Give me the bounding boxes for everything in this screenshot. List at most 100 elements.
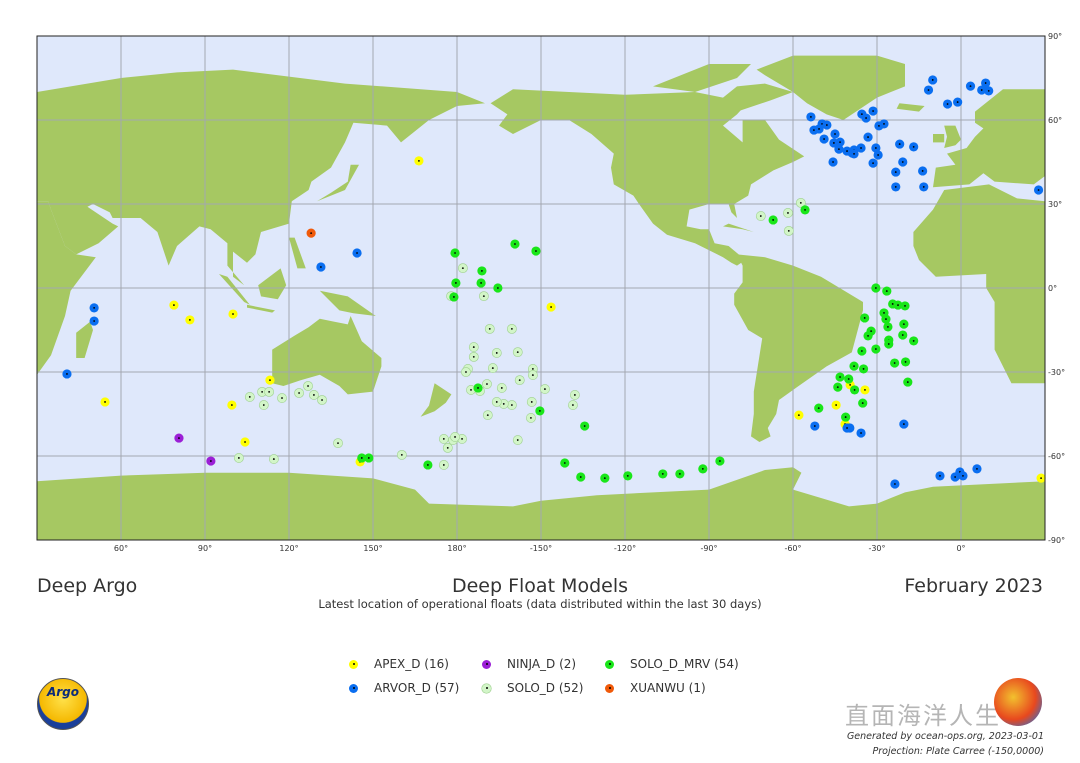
float-marker-center bbox=[269, 379, 271, 382]
float-marker-center bbox=[878, 124, 880, 127]
lon-label: 150° bbox=[363, 544, 382, 553]
float-marker-center bbox=[853, 152, 855, 155]
lat-label: -60° bbox=[1048, 452, 1065, 461]
float-marker-center bbox=[902, 323, 905, 326]
lon-label: 60° bbox=[114, 544, 128, 553]
float-marker-center bbox=[835, 404, 838, 406]
float-marker-center bbox=[1040, 477, 1042, 480]
float-marker-center bbox=[491, 367, 494, 369]
float-marker-center bbox=[860, 113, 863, 116]
float-marker-center bbox=[544, 388, 546, 390]
float-marker-center bbox=[906, 381, 909, 383]
float-marker-center bbox=[244, 441, 246, 443]
left-title: Deep Argo bbox=[37, 575, 138, 597]
float-marker-center bbox=[661, 473, 664, 475]
legend-label: SOLO_D_MRV (54) bbox=[630, 657, 739, 671]
float-marker-center bbox=[894, 171, 897, 173]
legend-label: APEX_D (16) bbox=[374, 657, 449, 671]
float-marker-center bbox=[804, 208, 806, 211]
lon-label: -150° bbox=[530, 544, 552, 553]
float-marker-center bbox=[874, 287, 877, 289]
globe-logo-icon bbox=[994, 678, 1042, 726]
float-marker-center bbox=[261, 390, 264, 393]
float-marker-center bbox=[863, 317, 866, 319]
land-north-america bbox=[490, 83, 805, 266]
float-marker-center bbox=[583, 425, 586, 427]
lat-label: -90° bbox=[1048, 536, 1065, 545]
lon-label: 90° bbox=[198, 544, 212, 553]
float-marker-center bbox=[572, 404, 574, 406]
float-marker-center bbox=[209, 460, 212, 462]
float-marker-center bbox=[237, 457, 240, 459]
float-marker-center bbox=[976, 467, 978, 470]
float-marker-center bbox=[481, 270, 483, 272]
subtitle: Latest location of operational floats (d… bbox=[318, 597, 762, 611]
float-marker-center bbox=[248, 396, 251, 398]
float-marker-center bbox=[516, 439, 519, 441]
float-marker-center bbox=[514, 243, 516, 245]
page-title: Deep Float Models bbox=[451, 575, 629, 597]
float-marker-center bbox=[823, 138, 825, 140]
float-marker-center bbox=[861, 402, 864, 404]
land-sumatra bbox=[219, 274, 250, 305]
float-marker-center bbox=[891, 303, 894, 305]
float-marker-center bbox=[797, 414, 800, 417]
float-marker-center bbox=[426, 464, 429, 466]
land-australia bbox=[272, 316, 382, 395]
legend-item-solo_d_mrv: SOLO_D_MRV (54) bbox=[605, 657, 739, 671]
float-marker-center bbox=[502, 403, 505, 405]
float-marker-center bbox=[482, 295, 485, 298]
float-marker-center bbox=[898, 143, 901, 145]
float-marker-center bbox=[894, 483, 896, 485]
float-marker-center bbox=[367, 457, 370, 459]
float-marker-center bbox=[813, 129, 815, 131]
float-marker-center bbox=[281, 397, 283, 399]
float-marker-center bbox=[307, 385, 309, 387]
float-marker-center bbox=[486, 414, 489, 417]
float-marker-center bbox=[516, 351, 519, 354]
lat-label: -30° bbox=[1048, 368, 1065, 377]
lat-label: 60° bbox=[1048, 116, 1062, 125]
float-markers bbox=[62, 75, 1046, 489]
float-marker-center bbox=[500, 387, 503, 389]
float-marker-center bbox=[872, 162, 874, 165]
land-new-guinea bbox=[319, 290, 376, 316]
float-marker-center bbox=[984, 82, 987, 84]
float-marker-center bbox=[454, 252, 456, 254]
float-marker-center bbox=[337, 442, 339, 445]
float-marker-center bbox=[853, 365, 855, 368]
float-marker-center bbox=[870, 330, 873, 333]
float-marker-center bbox=[893, 362, 896, 364]
float-marker-center bbox=[865, 117, 867, 119]
float-marker-center bbox=[832, 161, 834, 163]
float-marker-center bbox=[787, 229, 790, 232]
land-iceland bbox=[896, 103, 925, 112]
float-marker-center bbox=[488, 327, 491, 330]
axis-labels: 90° 60° 30° 0° -30° -60° -90° 60° 90° 120° 150° 180… bbox=[114, 32, 1065, 553]
float-marker-center bbox=[901, 334, 904, 336]
float-marker-center bbox=[931, 79, 934, 81]
float-marker-center bbox=[787, 212, 789, 214]
land-arctic-islands bbox=[653, 64, 751, 92]
float-marker-center bbox=[887, 326, 889, 328]
float-marker-center bbox=[877, 154, 880, 156]
float-marker-center bbox=[496, 287, 499, 289]
float-marker-center bbox=[454, 282, 457, 284]
float-marker-center bbox=[701, 467, 704, 470]
wechat-watermark: 直面海洋人生 bbox=[845, 702, 1001, 730]
legend-label: XUANWU (1) bbox=[630, 681, 706, 695]
float-marker-center bbox=[418, 159, 420, 162]
float-marker-center bbox=[531, 368, 534, 370]
float-marker-center bbox=[579, 476, 582, 478]
legend-marker-icon bbox=[605, 659, 614, 669]
float-marker-center bbox=[874, 147, 877, 149]
float-marker-center bbox=[897, 304, 899, 306]
float-marker-center bbox=[904, 305, 906, 307]
float-marker-center bbox=[813, 425, 816, 427]
float-marker-center bbox=[93, 306, 96, 309]
lon-label: 180° bbox=[447, 544, 466, 553]
land-ireland bbox=[933, 134, 945, 143]
float-marker-center bbox=[825, 124, 828, 126]
float-marker-center bbox=[956, 101, 959, 103]
argo-logo-text: Argo bbox=[46, 685, 80, 699]
